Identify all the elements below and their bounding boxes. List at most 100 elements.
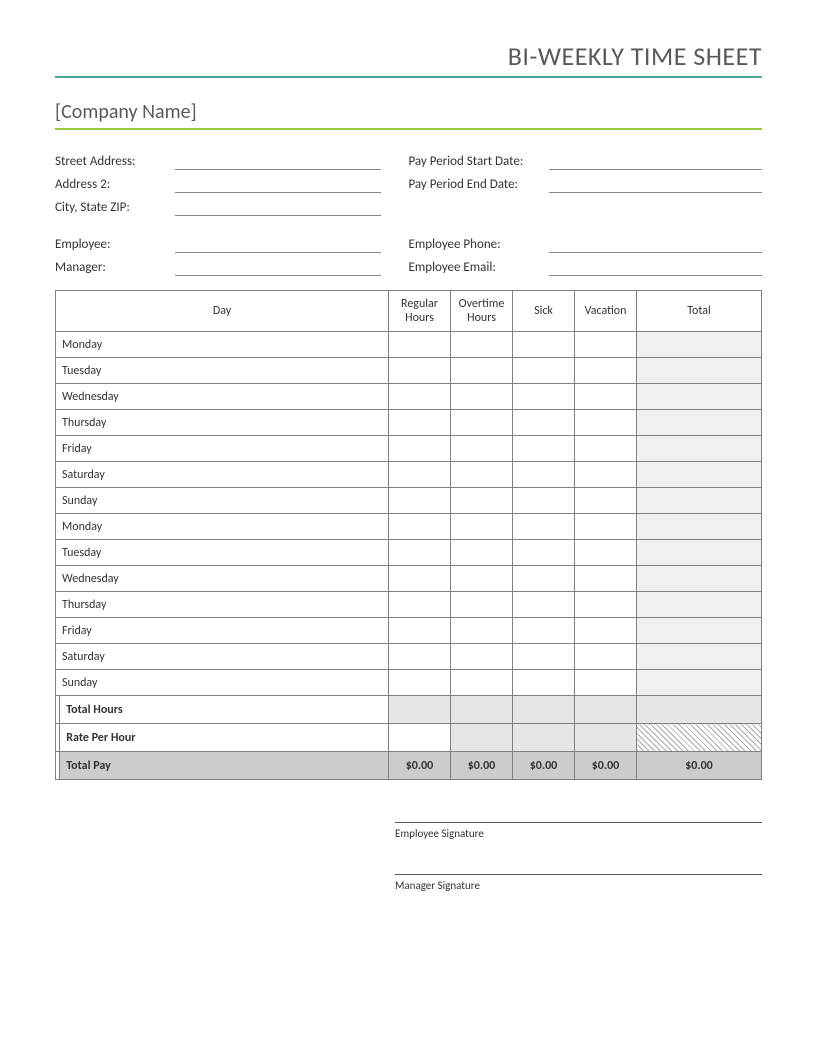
total-pay-total: $0.00 [637,752,762,780]
cell-vacation [575,592,637,618]
cell-regular [389,514,451,540]
cell-sick [513,384,575,410]
rate-row: Rate Per Hour [56,724,762,752]
street-address-label: Street Address: [55,154,175,170]
table-row: Tuesday [56,358,762,384]
total-hours-sick [513,696,575,724]
cell-sick [513,462,575,488]
cell-total [637,540,762,566]
emp-email-label: Employee Email: [409,260,549,276]
cell-vacation [575,514,637,540]
col-vacation: Vacation [575,291,637,332]
employee-signature-line [395,822,762,823]
day-cell: Tuesday [56,540,389,566]
cell-total [637,436,762,462]
rate-sick [513,724,575,752]
day-cell: Monday [56,332,389,358]
col-regular: Regular Hours [389,291,451,332]
rate-total-hatched [637,724,762,752]
table-header-row: Day Regular Hours Overtime Hours Sick Va… [56,291,762,332]
cell-regular [389,592,451,618]
manager-signature-line [395,874,762,875]
cell-vacation [575,462,637,488]
cell-overtime [451,410,513,436]
cell-overtime [451,618,513,644]
cell-overtime [451,592,513,618]
day-cell: Sunday [56,488,389,514]
cell-regular [389,384,451,410]
address2-line [175,177,381,193]
cell-vacation [575,332,637,358]
day-cell: Tuesday [56,358,389,384]
table-row: Saturday [56,644,762,670]
timesheet-table: Day Regular Hours Overtime Hours Sick Va… [55,290,762,780]
emp-email-line [549,260,763,276]
cell-sick [513,540,575,566]
street-address-line [175,154,381,170]
cell-sick [513,488,575,514]
employee-signature-label: Employee Signature [395,827,762,840]
total-pay-overtime: $0.00 [451,752,513,780]
cell-sick [513,514,575,540]
table-row: Sunday [56,488,762,514]
cell-regular [389,540,451,566]
total-pay-regular: $0.00 [389,752,451,780]
rate-label: Rate Per Hour [60,724,389,752]
cell-overtime [451,644,513,670]
cell-sick [513,618,575,644]
cell-regular [389,488,451,514]
table-row: Friday [56,436,762,462]
cell-overtime [451,358,513,384]
cell-sick [513,670,575,696]
cell-vacation [575,384,637,410]
rate-vacation [575,724,637,752]
title-underline [55,76,762,78]
total-pay-vacation: $0.00 [575,752,637,780]
cell-vacation [575,644,637,670]
cell-regular [389,358,451,384]
rate-overtime [451,724,513,752]
day-cell: Friday [56,436,389,462]
cell-overtime [451,332,513,358]
rate-regular [389,724,451,752]
total-pay-sick: $0.00 [513,752,575,780]
cell-vacation [575,436,637,462]
cell-overtime [451,384,513,410]
cell-total [637,410,762,436]
table-row: Saturday [56,462,762,488]
cell-vacation [575,488,637,514]
emp-phone-label: Employee Phone: [409,237,549,253]
cell-overtime [451,488,513,514]
cell-overtime [451,462,513,488]
company-name-placeholder: [Company Name] [55,100,762,128]
cell-sick [513,566,575,592]
table-row: Thursday [56,592,762,618]
table-row: Tuesday [56,540,762,566]
manager-line [175,260,381,276]
day-cell: Sunday [56,670,389,696]
cell-sick [513,410,575,436]
table-row: Monday [56,514,762,540]
total-pay-row: Total Pay $0.00 $0.00 $0.00 $0.00 $0.00 [56,752,762,780]
cell-total [637,384,762,410]
table-row: Wednesday [56,566,762,592]
signatures-block: Employee Signature Manager Signature [55,822,762,892]
cell-overtime [451,540,513,566]
cell-overtime [451,566,513,592]
cell-regular [389,436,451,462]
cell-total [637,618,762,644]
day-cell: Monday [56,514,389,540]
col-total: Total [637,291,762,332]
cell-total [637,462,762,488]
company-underline [55,128,762,130]
day-cell: Saturday [56,462,389,488]
day-cell: Friday [56,618,389,644]
cell-sick [513,436,575,462]
col-sick: Sick [513,291,575,332]
cell-total [637,644,762,670]
cell-regular [389,618,451,644]
col-overtime: Overtime Hours [451,291,513,332]
cell-vacation [575,618,637,644]
cell-total [637,332,762,358]
table-row: Wednesday [56,384,762,410]
